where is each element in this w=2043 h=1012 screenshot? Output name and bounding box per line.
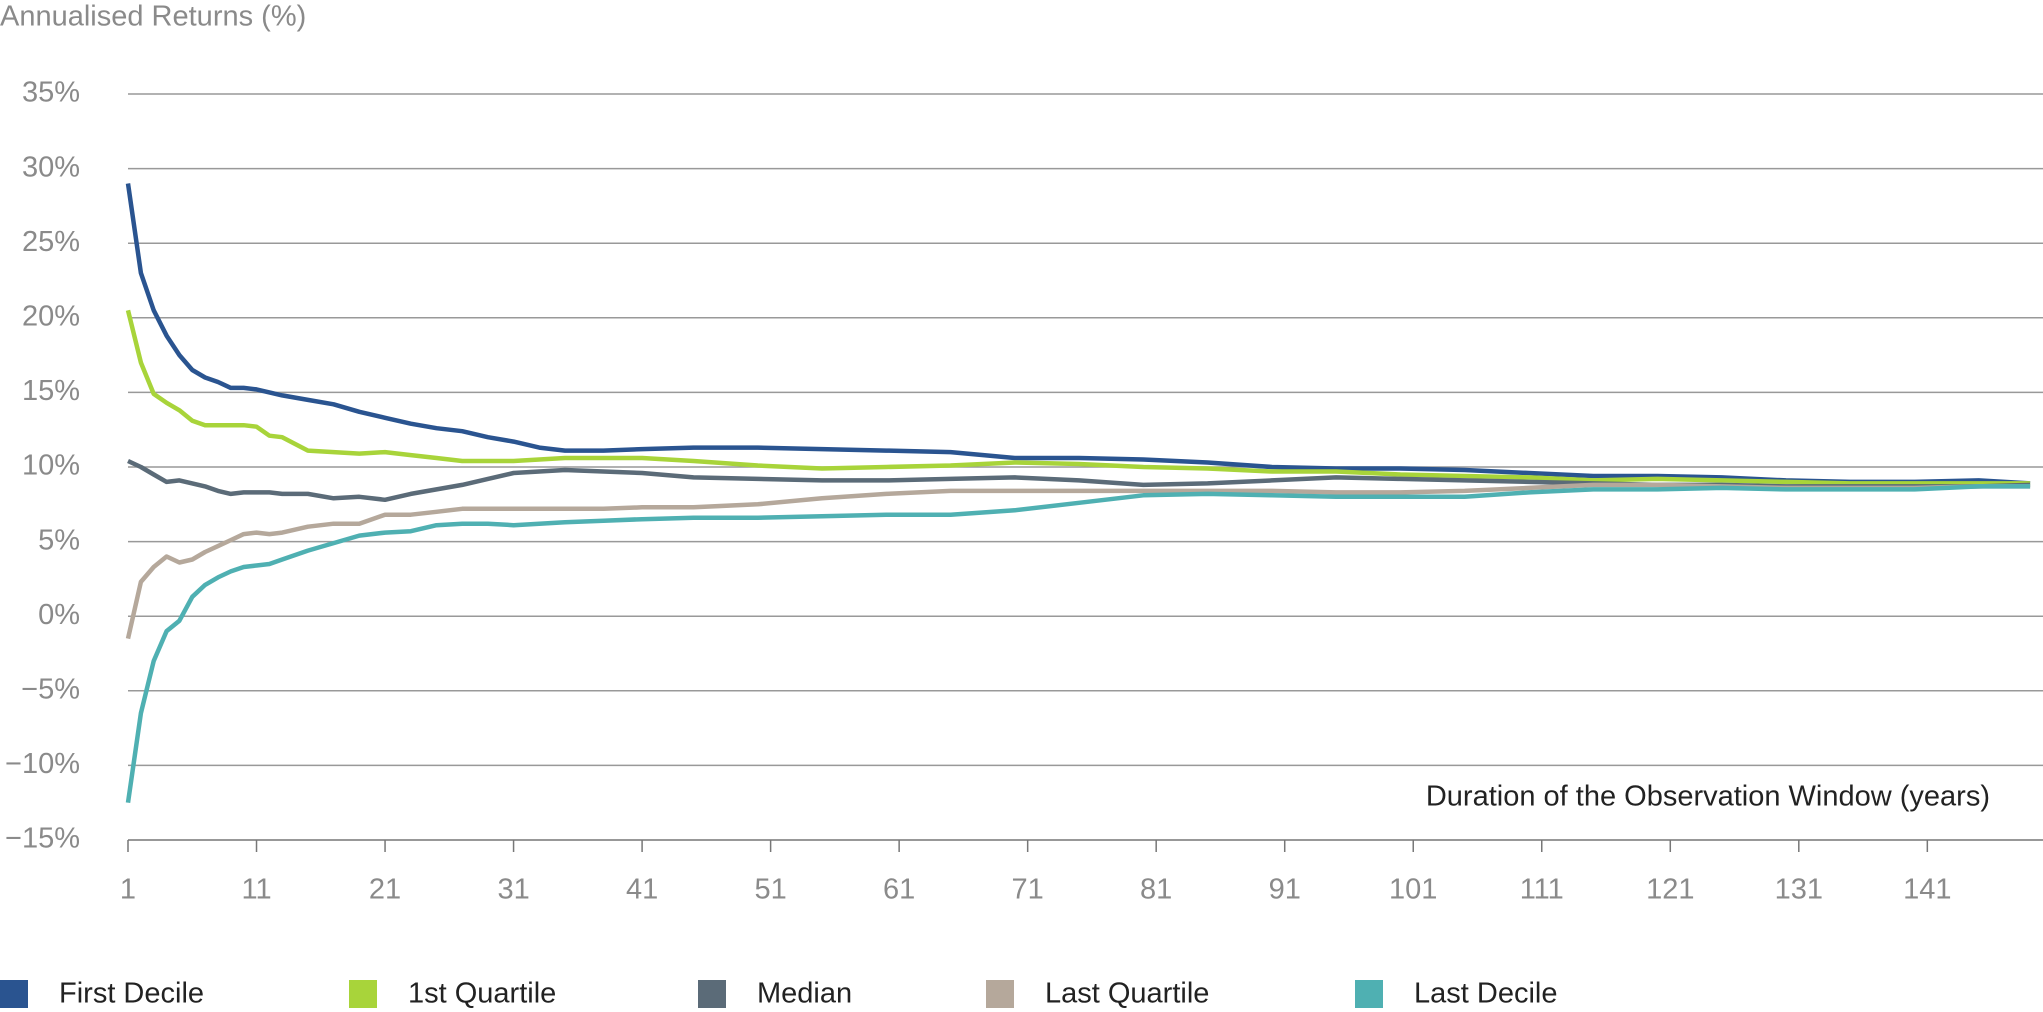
x-tick-label: 111 — [1520, 874, 1564, 906]
y-tick-label: 20% — [22, 300, 80, 332]
legend-swatch — [1355, 980, 1383, 1008]
legend-swatch — [698, 980, 726, 1008]
y-tick-label: −15% — [5, 823, 80, 855]
y-tick-label: 5% — [38, 524, 80, 556]
y-axis-title: Annualised Returns (%) — [0, 1, 306, 33]
y-tick-label: 10% — [22, 450, 80, 482]
x-tick-label: 81 — [1140, 874, 1172, 906]
x-tick-label: 131 — [1775, 874, 1823, 906]
y-tick-label: 15% — [22, 375, 80, 407]
annotation: Duration of the Observation Window (year… — [1426, 781, 1990, 813]
series-line — [127, 458, 2031, 503]
x-tick-label: 11 — [241, 874, 271, 906]
legend-swatch — [986, 980, 1014, 1008]
x-tick-label: 141 — [1903, 874, 1951, 906]
series-line — [125, 309, 2031, 486]
x-tick-label: 91 — [1269, 874, 1301, 906]
x-tick-label: 101 — [1389, 874, 1437, 906]
legend-label: Last Quartile — [1045, 978, 1209, 1010]
y-tick-label: 30% — [22, 151, 80, 183]
series-line — [125, 183, 2031, 486]
legend-label: First Decile — [59, 978, 204, 1010]
y-tick-label: 35% — [22, 77, 80, 109]
x-tick-label: 51 — [754, 874, 786, 906]
legend-swatch — [0, 980, 28, 1008]
series-line — [125, 484, 2031, 804]
x-tick-label: 21 — [369, 874, 401, 906]
y-tick-label: −10% — [5, 748, 80, 780]
legend-label: 1st Quartile — [408, 978, 556, 1010]
series-line — [125, 482, 2031, 640]
y-tick-label: −5% — [21, 673, 80, 705]
x-tick-label: 41 — [626, 874, 658, 906]
x-tick-label: 1 — [120, 874, 136, 906]
legend-swatch — [349, 980, 377, 1008]
y-tick-label: 25% — [22, 226, 80, 258]
x-tick-label: 71 — [1012, 874, 1044, 906]
legend-label: Median — [757, 978, 852, 1010]
y-tick-label: 0% — [38, 599, 80, 631]
legend-label: Last Decile — [1414, 978, 1557, 1010]
x-tick-label: 121 — [1646, 874, 1694, 906]
x-tick-label: 61 — [883, 874, 915, 906]
x-tick-label: 31 — [497, 874, 529, 906]
